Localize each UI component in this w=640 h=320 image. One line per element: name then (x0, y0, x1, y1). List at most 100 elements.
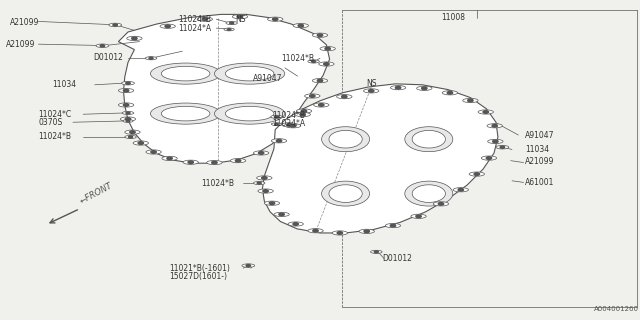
Circle shape (275, 123, 278, 125)
Ellipse shape (487, 124, 502, 128)
Ellipse shape (214, 63, 285, 84)
Circle shape (319, 104, 324, 106)
Ellipse shape (253, 181, 265, 185)
Circle shape (468, 99, 473, 102)
Circle shape (313, 229, 318, 232)
Ellipse shape (271, 123, 282, 125)
Ellipse shape (488, 139, 503, 144)
Circle shape (312, 60, 316, 62)
Circle shape (483, 111, 488, 113)
Text: 11024*C: 11024*C (38, 110, 72, 119)
Circle shape (324, 63, 329, 65)
Ellipse shape (145, 57, 157, 60)
Text: A21099: A21099 (525, 157, 554, 166)
Ellipse shape (404, 127, 453, 152)
Ellipse shape (197, 17, 212, 21)
Ellipse shape (463, 98, 478, 103)
Circle shape (390, 224, 396, 227)
Circle shape (259, 152, 264, 154)
Polygon shape (262, 84, 498, 233)
Ellipse shape (214, 103, 285, 124)
Text: A91047: A91047 (525, 132, 554, 140)
Ellipse shape (282, 123, 297, 127)
Ellipse shape (258, 189, 273, 193)
Ellipse shape (314, 103, 329, 107)
Circle shape (129, 136, 132, 138)
Ellipse shape (411, 214, 426, 219)
Ellipse shape (161, 106, 210, 121)
Circle shape (500, 146, 505, 148)
Ellipse shape (123, 120, 133, 122)
Ellipse shape (125, 135, 136, 139)
Circle shape (447, 92, 452, 94)
Circle shape (257, 182, 261, 184)
Ellipse shape (329, 185, 362, 202)
Text: D01012: D01012 (383, 254, 413, 263)
Circle shape (269, 202, 275, 204)
Ellipse shape (271, 139, 287, 143)
Circle shape (138, 142, 143, 144)
Circle shape (236, 159, 241, 162)
Ellipse shape (207, 160, 222, 165)
Ellipse shape (271, 115, 282, 118)
Ellipse shape (96, 44, 109, 47)
Text: 11024*A: 11024*A (178, 24, 211, 33)
Ellipse shape (127, 36, 142, 41)
Ellipse shape (122, 111, 134, 115)
Ellipse shape (322, 127, 370, 152)
Ellipse shape (109, 23, 122, 27)
Text: D01012: D01012 (93, 53, 123, 62)
Ellipse shape (160, 24, 175, 28)
Circle shape (230, 22, 234, 24)
Circle shape (273, 18, 278, 20)
Ellipse shape (224, 28, 234, 31)
Circle shape (167, 157, 172, 160)
Circle shape (246, 264, 251, 267)
Text: NS: NS (236, 15, 246, 24)
Text: 11024*B: 11024*B (282, 54, 315, 63)
Circle shape (325, 47, 330, 50)
Circle shape (317, 34, 323, 36)
Ellipse shape (118, 88, 134, 93)
Ellipse shape (230, 158, 246, 163)
Ellipse shape (404, 181, 453, 206)
Circle shape (276, 140, 282, 142)
Circle shape (165, 25, 170, 28)
Circle shape (100, 44, 105, 47)
Ellipse shape (332, 231, 348, 235)
Text: 11034: 11034 (52, 80, 77, 89)
Ellipse shape (288, 222, 303, 226)
Text: 11024*B: 11024*B (202, 179, 235, 188)
Circle shape (279, 213, 284, 216)
Text: 11021*B(-1601): 11021*B(-1601) (170, 264, 230, 273)
Circle shape (237, 15, 243, 18)
Ellipse shape (319, 62, 334, 66)
Ellipse shape (150, 63, 221, 84)
Ellipse shape (257, 176, 272, 180)
Ellipse shape (183, 160, 198, 164)
Ellipse shape (146, 150, 161, 154)
Circle shape (310, 95, 315, 97)
Circle shape (374, 251, 378, 253)
Ellipse shape (264, 201, 280, 205)
Text: 15027D(1601-): 15027D(1601-) (170, 272, 228, 281)
Text: 11024*B: 11024*B (178, 15, 211, 24)
Circle shape (298, 24, 303, 27)
Circle shape (130, 131, 135, 133)
Circle shape (124, 104, 129, 106)
Ellipse shape (133, 141, 148, 145)
Ellipse shape (390, 85, 406, 90)
Ellipse shape (322, 181, 370, 206)
Text: A004001260: A004001260 (594, 306, 639, 312)
Text: 11024*B: 11024*B (272, 111, 305, 120)
Ellipse shape (120, 117, 136, 121)
Circle shape (125, 82, 131, 84)
Ellipse shape (274, 212, 289, 217)
Ellipse shape (242, 264, 255, 267)
Ellipse shape (162, 156, 177, 161)
Ellipse shape (337, 94, 352, 99)
Ellipse shape (232, 14, 248, 19)
Circle shape (337, 232, 342, 234)
Circle shape (342, 95, 347, 98)
Ellipse shape (312, 78, 328, 83)
